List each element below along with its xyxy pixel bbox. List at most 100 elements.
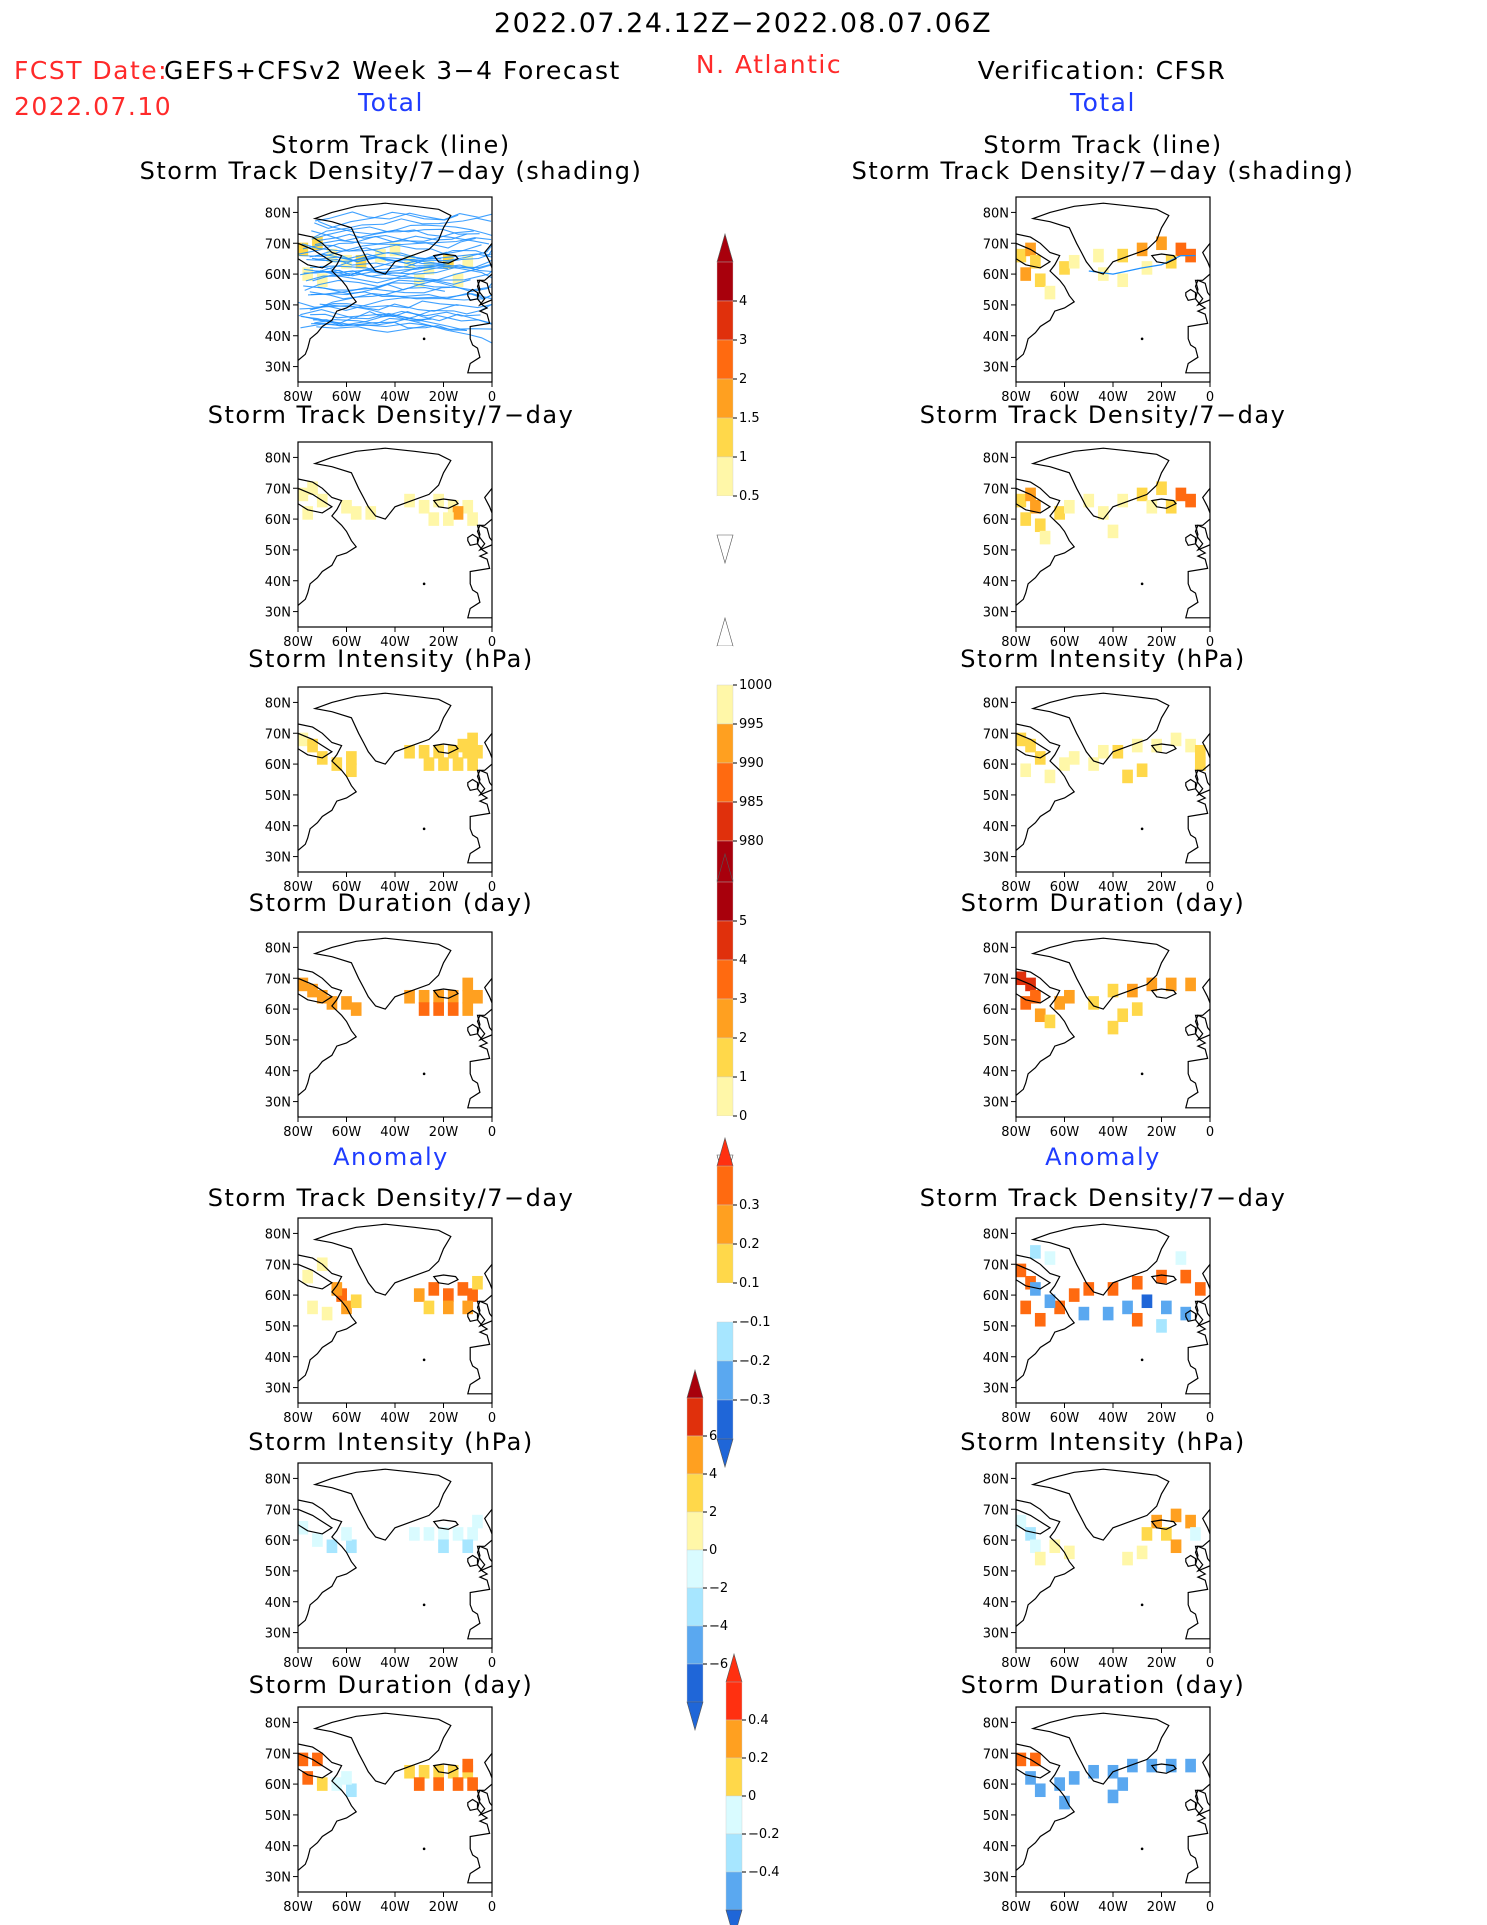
coastline	[298, 1263, 334, 1290]
y-tick-label: 80N	[983, 206, 1009, 221]
coastline	[312, 692, 452, 765]
colorbar-segment	[716, 762, 734, 803]
fcst-intensity-title: Storm Intensity (hPa)	[248, 645, 534, 673]
shaded-cell	[447, 1002, 459, 1016]
shaded-cell	[375, 248, 386, 263]
shaded-cell	[462, 254, 474, 269]
coastline	[432, 1763, 459, 1774]
shaded-cell	[1044, 1294, 1056, 1309]
cfsr-track-line-title: Storm Track (line)	[983, 131, 1223, 159]
shaded-cell	[331, 757, 343, 771]
shaded-cell	[1107, 983, 1119, 998]
y-tick-label: 50N	[983, 544, 1009, 559]
colorbar-segment	[716, 684, 734, 725]
x-tick-label: 40W	[380, 390, 410, 405]
x-tick-label: 80W	[1001, 390, 1031, 405]
y-tick-label: 70N	[265, 1503, 291, 1518]
y-tick-label: 60N	[983, 1534, 1009, 1549]
y-tick-label: 70N	[983, 1503, 1009, 1518]
y-tick-label: 60N	[265, 268, 291, 283]
shaded-cell	[443, 1300, 454, 1315]
shaded-cell	[331, 1777, 343, 1791]
shaded-cell	[1054, 996, 1065, 1010]
y-tick-label: 40N	[265, 1840, 291, 1855]
coastline	[1150, 1274, 1177, 1285]
x-tick-label: 60W	[332, 1125, 362, 1140]
coastline	[1016, 732, 1052, 759]
shaded-cell	[1131, 738, 1143, 753]
colorbar-label: 5	[739, 914, 747, 929]
colorbar-segment	[716, 1204, 734, 1245]
x-tick-label: 0	[488, 1411, 496, 1426]
colorbar-segment	[725, 1795, 743, 1835]
shaded-cell	[1016, 732, 1027, 747]
x-tick-label: 20W	[429, 880, 459, 895]
coastline	[432, 1519, 459, 1530]
y-tick-label: 70N	[265, 1747, 291, 1762]
x-tick-label: 40W	[1098, 1125, 1128, 1140]
shaded-cell	[316, 273, 328, 288]
shaded-cell	[1068, 254, 1080, 269]
shaded-cell	[341, 996, 352, 1010]
shaded-cell	[341, 499, 352, 514]
shaded-cell	[350, 1294, 362, 1309]
map-background	[298, 1463, 492, 1648]
cfsr-duration-total-map: 80W 60W 40W 20W 0 80N 70N 60N 50N 40N 30N	[983, 931, 1214, 1140]
shaded-cell	[1059, 261, 1070, 275]
y-tick-label: 60N	[983, 268, 1009, 283]
y-tick-label: 70N	[983, 1747, 1009, 1762]
storm-track-line	[309, 300, 459, 311]
coastline	[483, 487, 492, 514]
y-tick-label: 70N	[265, 1258, 291, 1273]
colorbar-segment	[717, 1283, 733, 1322]
map-background	[298, 687, 492, 872]
colorbar-segment	[686, 1473, 704, 1513]
cfsr-density-anomaly-title: Storm Track Density/7−day	[919, 1184, 1287, 1212]
shaded-cell	[1020, 267, 1032, 281]
shaded-cell	[1185, 738, 1196, 753]
y-tick-label: 40N	[983, 1351, 1009, 1366]
y-tick-label: 30N	[265, 361, 291, 376]
shaded-cell	[389, 242, 401, 257]
coastline	[467, 763, 492, 864]
azores-dot	[422, 1847, 426, 1851]
y-tick-label: 50N	[265, 789, 291, 804]
shaded-cell	[1117, 273, 1129, 288]
colorbar-label: 995	[739, 717, 764, 732]
x-tick-label: 60W	[332, 1411, 362, 1426]
x-tick-label: 60W	[332, 1900, 362, 1915]
coastline	[467, 1539, 492, 1640]
colorbar-label: 0	[748, 1789, 756, 1804]
shaded-cell	[452, 757, 464, 771]
y-tick-label: 60N	[265, 1003, 291, 1018]
cfsr-track-shading-title: Storm Track Density/7−day (shading)	[851, 157, 1355, 185]
y-tick-label: 50N	[265, 1565, 291, 1580]
shaded-cell	[298, 732, 309, 747]
azores-dot	[422, 1358, 426, 1362]
shaded-cell	[404, 989, 415, 1004]
y-tick-label: 50N	[983, 1034, 1009, 1049]
colorbar-segment	[716, 959, 734, 1000]
shaded-cell	[1083, 493, 1095, 508]
y-tick-label: 50N	[983, 1320, 1009, 1335]
duration-colorbar: 5 4 3 2 1 0	[716, 852, 747, 1185]
colorbar-segment	[716, 261, 734, 302]
azores-dot	[1140, 1358, 1144, 1362]
colorbar-segment	[725, 1833, 743, 1873]
x-tick-label: 60W	[1050, 390, 1080, 405]
y-tick-label: 70N	[265, 972, 291, 987]
coastline	[312, 1468, 452, 1541]
x-tick-label: 20W	[1147, 1411, 1177, 1426]
y-tick-label: 50N	[983, 1565, 1009, 1580]
coastline	[1016, 478, 1076, 606]
coastline	[1150, 1763, 1177, 1774]
coastline	[1016, 968, 1076, 1096]
y-tick-label: 30N	[265, 1382, 291, 1397]
shaded-cell	[312, 1533, 323, 1547]
coastline	[1030, 447, 1170, 520]
shaded-cell	[472, 1514, 483, 1529]
shaded-cell	[472, 989, 483, 1004]
y-tick-label: 80N	[265, 941, 291, 956]
shaded-cell	[467, 1288, 478, 1302]
shaded-cell	[1025, 1527, 1036, 1541]
